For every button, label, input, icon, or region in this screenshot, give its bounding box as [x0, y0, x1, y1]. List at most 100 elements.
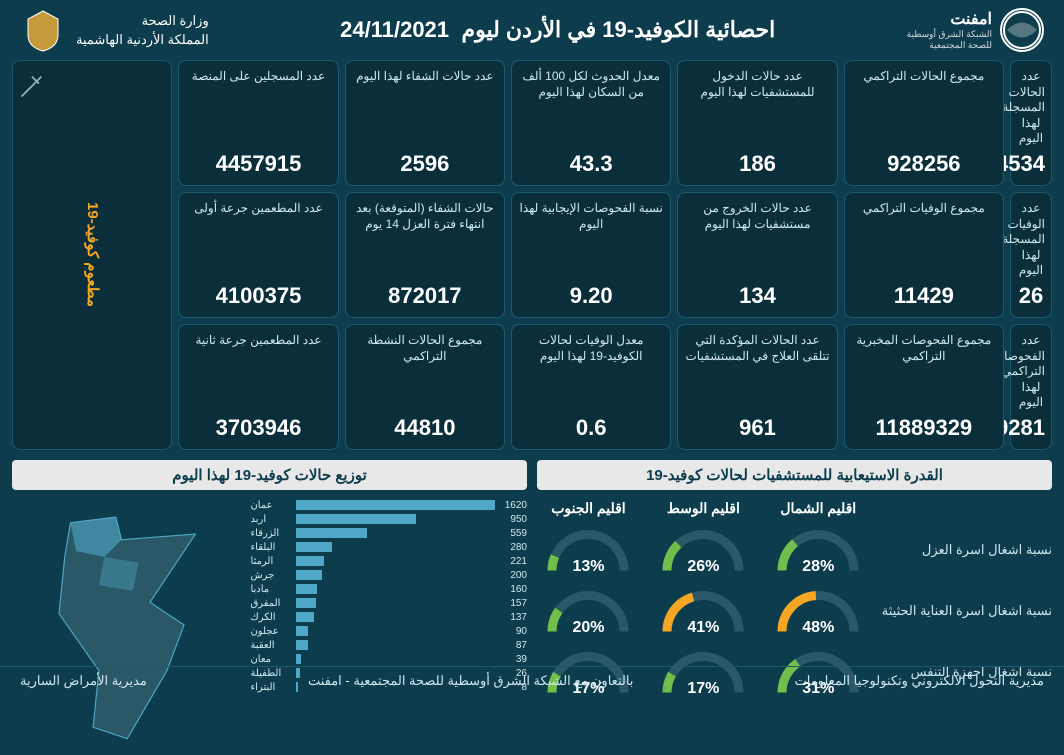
bar-fill: [296, 626, 308, 636]
bar-row: المفرق 157: [250, 598, 527, 609]
bar-fill: [296, 542, 331, 552]
bar-label: العقبة: [250, 640, 290, 651]
bar-value: 1620: [505, 500, 527, 511]
stat-label: نسبة الفحوصات الإيجابية لهذا اليوم: [518, 201, 664, 232]
stat-card: مجموع الفحوصات المخبرية التراكمي 11889329: [844, 324, 1004, 450]
bar-row: الكرك 137: [250, 612, 527, 623]
stat-label: مجموع الحالات النشطة التراكمي: [352, 333, 498, 364]
footer-center: بالتعاون مع الشبكة الشرق أوسطية للصحة ال…: [308, 673, 633, 689]
bar-track: [296, 556, 500, 566]
bar-fill: [296, 584, 316, 594]
distribution-panel: توزيع حالات كوفيد-19 لهذا اليوم عمان 162…: [12, 460, 527, 755]
stat-value: 26: [1017, 283, 1045, 309]
stat-label: عدد حالات الدخول للمستشفيات لهذا اليوم: [684, 69, 830, 100]
stat-value: 872017: [352, 283, 498, 309]
footer: مديرية التحول الالكتروني وتكنولوجيا المع…: [0, 666, 1064, 695]
bar-track: [296, 584, 500, 594]
bar-track: [296, 528, 500, 538]
bar-value: 160: [510, 584, 527, 595]
bar-row: العقبة 87: [250, 640, 527, 651]
bar-row: معان 39: [250, 654, 527, 665]
syringe-icon: [18, 72, 46, 100]
bar-label: الزرقاء: [250, 528, 290, 539]
bar-row: عمان 1620: [250, 500, 527, 511]
gauge: 26%: [658, 523, 748, 578]
bar-fill: [296, 598, 316, 608]
stat-label: عدد المطعمين جرعة أولى: [185, 201, 331, 217]
stat-card: معدل الوفيات لحالات الكوفيد-19 لهذا اليو…: [511, 324, 671, 450]
stat-card: عدد حالات الشفاء لهذا اليوم2596: [345, 60, 505, 186]
bar-value: 39: [516, 654, 527, 665]
stat-label: عدد المسجلين على المنصة: [185, 69, 331, 85]
gauge-value: 13%: [543, 558, 633, 576]
stat-value: 44810: [352, 415, 498, 441]
stat-card: عدد الحالات المسجلة لهذا اليوم4534: [1010, 60, 1052, 186]
bar-value: 950: [510, 514, 527, 525]
stat-card: نسبة الفحوصات الإيجابية لهذا اليوم 9.20: [511, 192, 671, 318]
stat-label: معدل الحدوث لكل 100 ألف من السكان لهذا ا…: [518, 69, 664, 100]
bar-row: البلقاء 280: [250, 542, 527, 553]
bar-track: [296, 570, 500, 580]
bar-row: اربد 950: [250, 514, 527, 525]
stat-card: مجموع الحالات النشطة التراكمي 44810: [345, 324, 505, 450]
gauge-value: 28%: [773, 558, 863, 576]
bar-track: [296, 542, 500, 552]
bar-track: [296, 514, 500, 524]
bar-value: 280: [510, 542, 527, 553]
stat-value: 9.20: [518, 283, 664, 309]
brand-sub: الشبكة الشرق أوسطية للصحة المجتمعية: [907, 29, 992, 51]
bar-label: معان: [250, 654, 290, 665]
bar-label: الكرك: [250, 612, 290, 623]
stat-label: مجموع الفحوصات المخبرية التراكمي: [851, 333, 997, 364]
title-block: احصائية الكوفيد-19 في الأردن ليوم 24/11/…: [209, 17, 907, 43]
header-right: وزارة الصحة المملكة الأردنية الهاشمية: [20, 7, 209, 53]
bar-label: جرش: [250, 570, 290, 581]
bar-label: مادبا: [250, 584, 290, 595]
stat-value: 11889329: [851, 415, 997, 441]
stat-card: عدد المطعمين جرعة ثانية3703946: [178, 324, 338, 450]
main-title: احصائية الكوفيد-19 في الأردن ليوم: [461, 17, 775, 42]
bar-row: جرش 200: [250, 570, 527, 581]
bar-fill: [296, 640, 307, 650]
header-left-brand: امفنت الشبكة الشرق أوسطية للصحة المجتمعي…: [907, 8, 1044, 52]
gauge-row-label: نسبة اشغال اسرة العناية الحثيثة: [882, 603, 1052, 620]
gauge: 13%: [543, 523, 633, 578]
bar-label: المفرق: [250, 598, 290, 609]
stat-card: معدل الحدوث لكل 100 ألف من السكان لهذا ا…: [511, 60, 671, 186]
bar-fill: [296, 556, 324, 566]
gauge-value: 48%: [773, 619, 863, 637]
stat-label: معدل الوفيات لحالات الكوفيد-19 لهذا اليو…: [518, 333, 664, 364]
stats-grid: عدد الحالات المسجلة لهذا اليوم4534مجموع …: [0, 60, 1064, 450]
bar-fill: [296, 514, 416, 524]
stat-label: عدد حالات الخروج من مستشفيات لهذا اليوم: [684, 201, 830, 232]
gauge-row-label: نسبة اشغال اسرة العزل: [882, 542, 1052, 559]
map-box: [12, 500, 242, 755]
title-date: 24/11/2021: [340, 17, 449, 43]
gauge: 20%: [543, 584, 633, 639]
stat-label: مجموع الحالات التراكمي: [851, 69, 997, 85]
footer-right: مديرية الأمراض السارية: [20, 673, 147, 689]
bar-track: [296, 612, 500, 622]
stat-card: حالات الشفاء (المتوقعة) بعد انتهاء فترة …: [345, 192, 505, 318]
bar-value: 137: [510, 612, 527, 623]
gauge-value: 20%: [543, 619, 633, 637]
bar-fill: [296, 528, 366, 538]
lower-panels: القدرة الاستيعابية للمستشفيات لحالات كوف…: [0, 450, 1064, 755]
stat-card: عدد حالات الدخول للمستشفيات لهذا اليوم18…: [677, 60, 837, 186]
stat-value: 11429: [851, 283, 997, 309]
bar-value: 559: [510, 528, 527, 539]
gauge: 41%: [658, 584, 748, 639]
stat-card: مجموع الوفيات التراكمي11429: [844, 192, 1004, 318]
coat-of-arms-icon: [20, 7, 66, 53]
stat-value: 43.3: [518, 151, 664, 177]
bar-label: عمان: [250, 500, 290, 511]
stat-value: 3703946: [185, 415, 331, 441]
stat-card: عدد حالات الخروج من مستشفيات لهذا اليوم1…: [677, 192, 837, 318]
globe-icon: [1000, 8, 1044, 52]
stat-value: 0.6: [518, 415, 664, 441]
stat-label: عدد الفحوصات التراكمي لهذا اليوم: [1017, 333, 1045, 411]
stat-label: عدد حالات الشفاء لهذا اليوم: [352, 69, 498, 85]
bars-chart: عمان 1620 اربد 950 الزرقاء 559 البلقاء 280 ا…: [250, 500, 527, 755]
stat-value: 4100375: [185, 283, 331, 309]
stat-card: عدد الوفيات المسجلة لهذا اليوم26: [1010, 192, 1052, 318]
